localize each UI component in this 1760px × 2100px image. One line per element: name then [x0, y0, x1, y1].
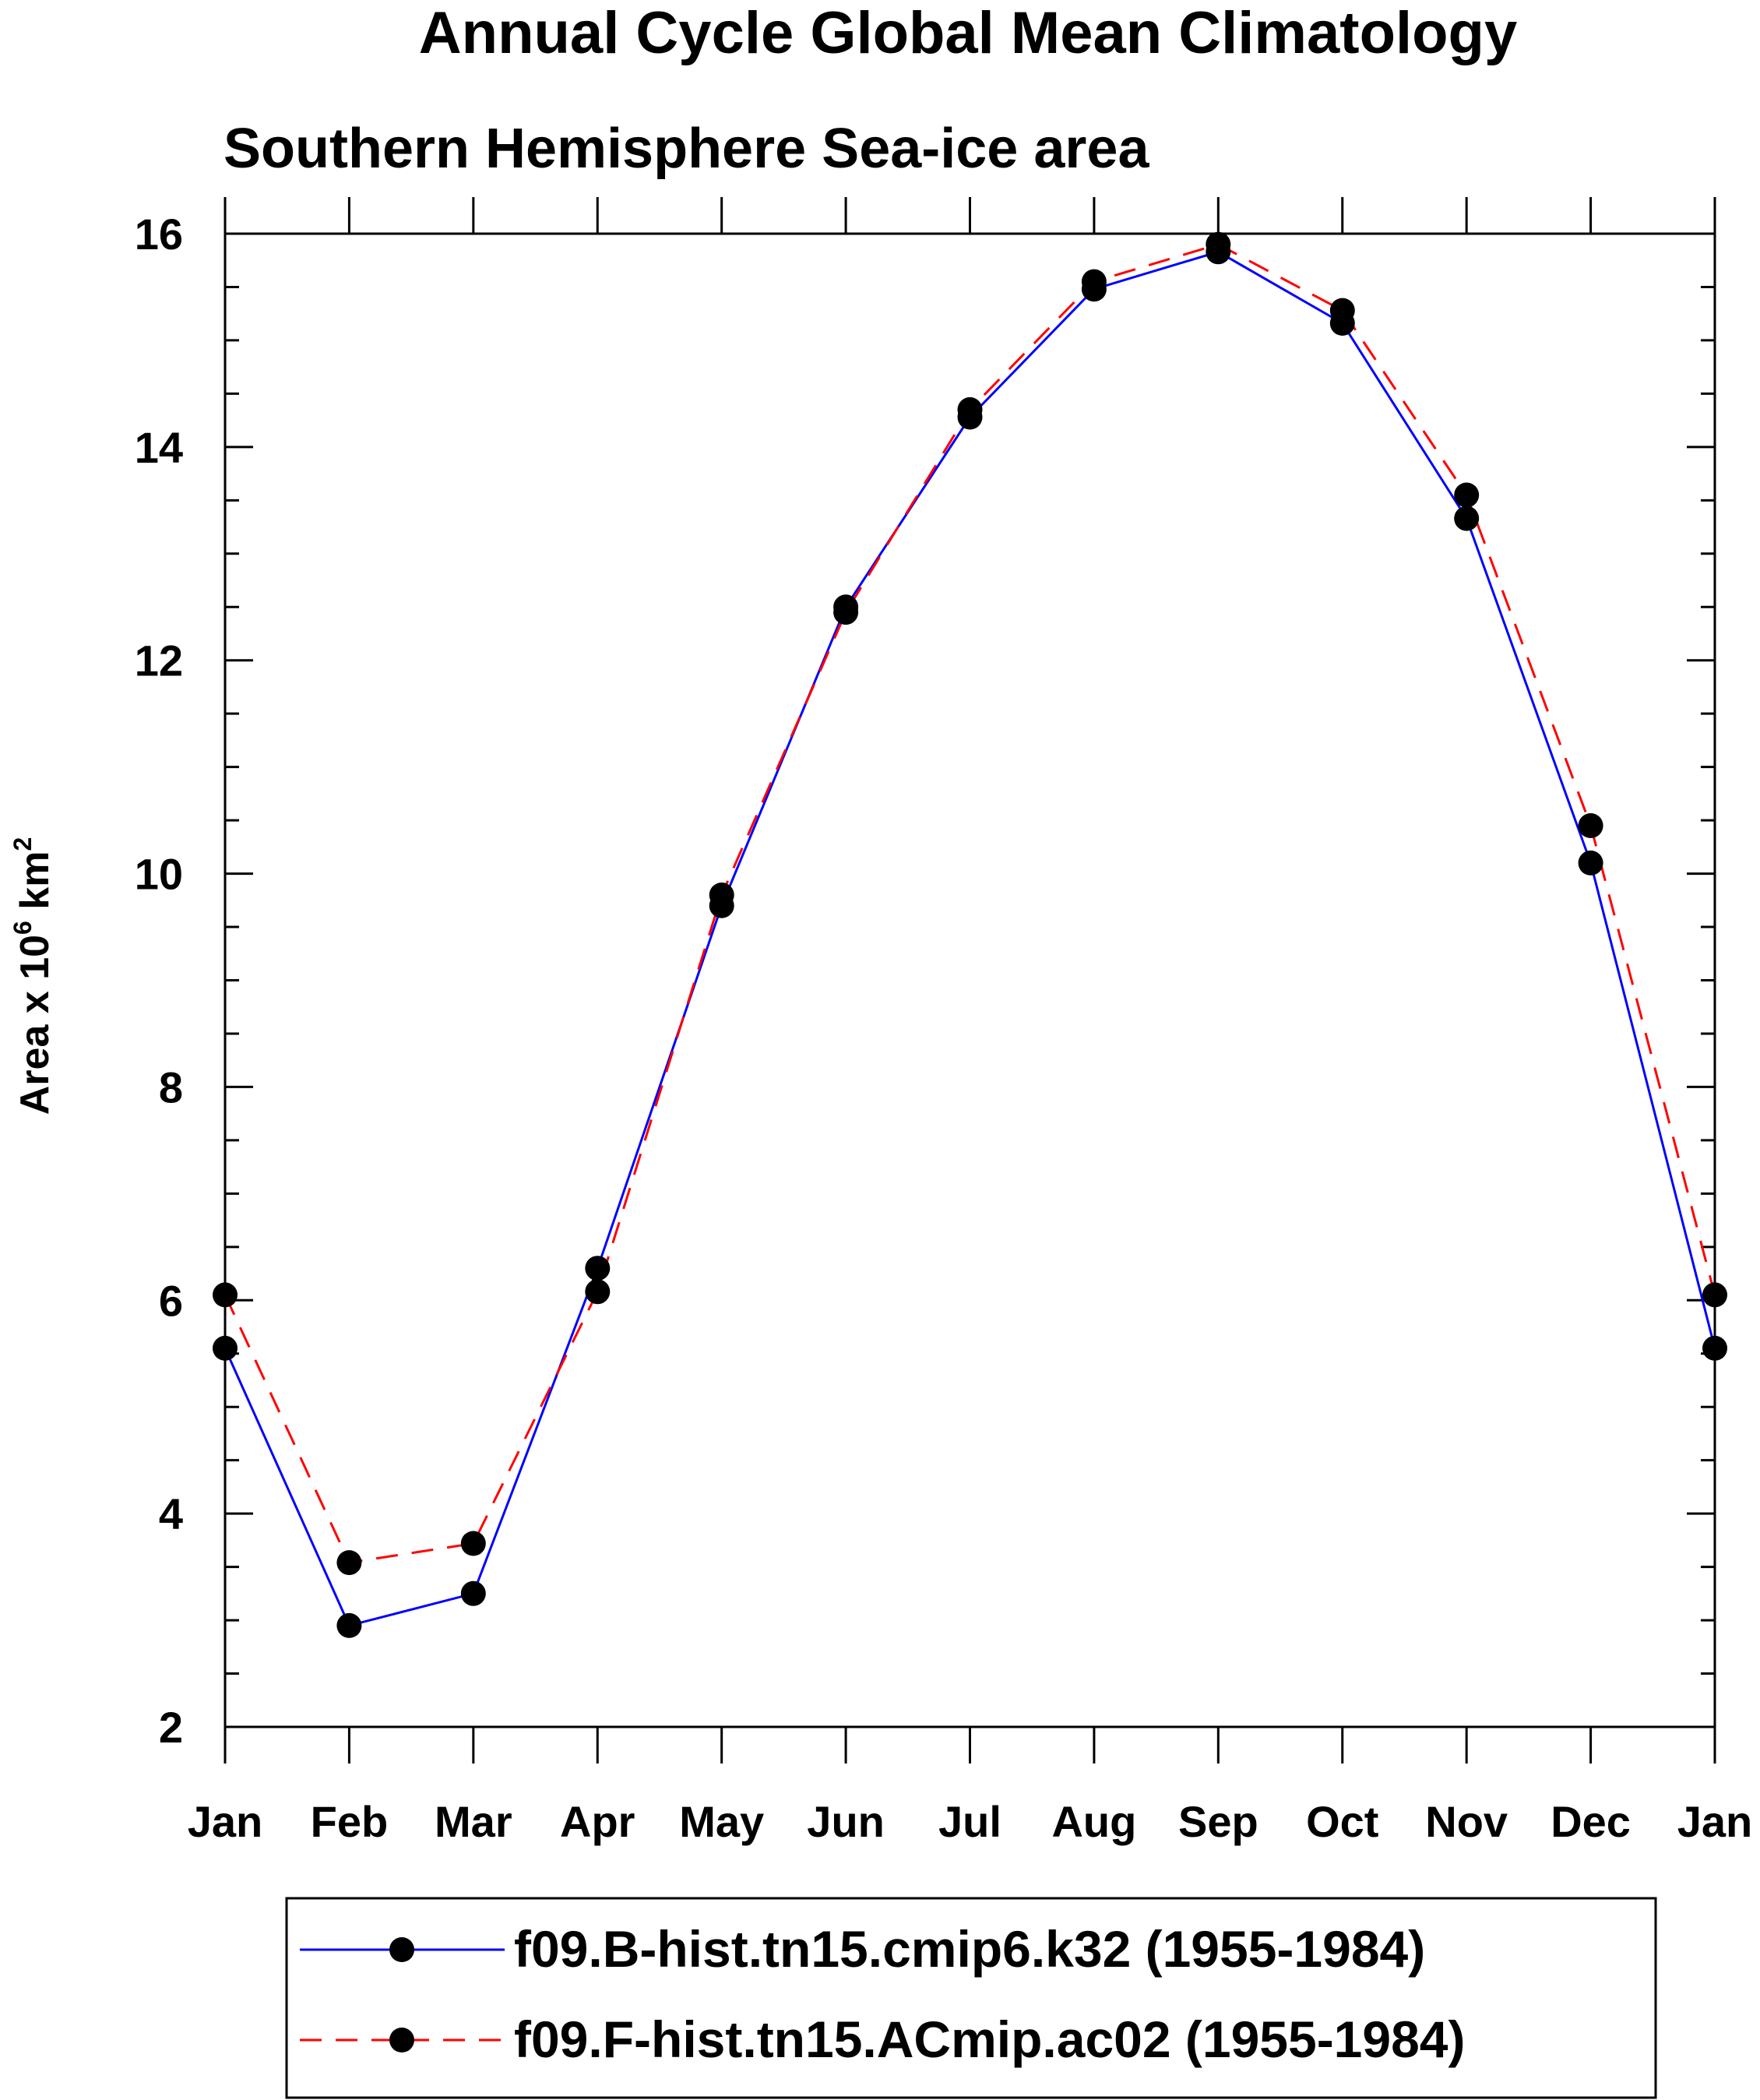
series-2-point [1081, 269, 1107, 294]
x-tick-label: Aug [1051, 1797, 1136, 1846]
legend-marker-series-2 [389, 2028, 414, 2052]
x-tick-label: Jan [1677, 1797, 1753, 1846]
plot-frame [224, 232, 1716, 1728]
x-tick-label: Dec [1551, 1797, 1631, 1846]
x-tick-label: May [679, 1797, 764, 1846]
legend-box [285, 1897, 1657, 2099]
legend-label-series-1: f09.B-hist.tn15.cmip6.k32 (1955-1984) [514, 1920, 1425, 1978]
series-1-point [585, 1256, 611, 1281]
y-tick-label: 12 [135, 636, 183, 685]
y-tick-label: 8 [159, 1062, 183, 1112]
series-2-point [1578, 813, 1603, 838]
y-tick-label: 14 [135, 423, 183, 472]
x-tick-label: Feb [311, 1797, 389, 1846]
y-axis-label-sup2: 2 [9, 837, 37, 851]
x-tick-label: Mar [435, 1797, 512, 1846]
series-1-point [460, 1580, 486, 1606]
y-tick-labels: 2 4 6 8 10 12 14 16 [135, 210, 183, 1752]
axis-ticks [224, 197, 1716, 1764]
x-tick-label: Sep [1178, 1797, 1258, 1846]
series-1-point [336, 1612, 362, 1638]
series-line-1 [224, 250, 1716, 1627]
series-2-point [957, 396, 983, 422]
y-tick-label: 4 [159, 1489, 183, 1538]
y-tick-label: 6 [159, 1276, 183, 1325]
y-tick-label: 16 [135, 210, 183, 259]
y-axis-label-sup1: 6 [9, 921, 37, 935]
series-2-point [709, 883, 734, 907]
legend-label-series-2: f09.F-hist.tn15.ACmip.ac02 (1955-1984) [514, 2010, 1465, 2068]
y-axis-label-mid: km [12, 851, 58, 921]
x-tick-labels: Jan Feb Mar Apr May Jun Jul Aug Sep Oct Nov Dec Jan [188, 1797, 1753, 1846]
y-axis-label: Area x 106 km2 [9, 837, 58, 1115]
series-2-point [585, 1279, 611, 1305]
series-2-point [1329, 298, 1355, 323]
x-tick-label: Jul [938, 1797, 1001, 1846]
series-2-point [460, 1531, 486, 1556]
chart-title: Annual Cycle Global Mean Climatology [419, 0, 1517, 66]
series-2-point [1454, 482, 1480, 508]
series-line-2 [224, 243, 1716, 1564]
legend: f09.B-hist.tn15.cmip6.k32 (1955-1984) f0… [285, 1897, 1657, 2099]
series-1-point [1454, 506, 1480, 531]
series-2-point [336, 1550, 362, 1576]
x-tick-label: Apr [560, 1797, 635, 1846]
x-tick-label: Jun [807, 1797, 885, 1846]
y-axis-label-main: Area x 10 [12, 935, 58, 1115]
series-layer [213, 231, 1727, 1638]
x-tick-label: Nov [1425, 1797, 1508, 1846]
x-tick-label: Jan [188, 1797, 263, 1846]
x-tick-label: Oct [1306, 1797, 1378, 1846]
series-2-point [1206, 231, 1231, 257]
series-1-point [1578, 850, 1603, 876]
legend-marker-series-1 [389, 1937, 414, 1962]
series-2-point [833, 600, 859, 625]
chart-subtitle: Southern Hemisphere Sea-ice area [224, 118, 1149, 180]
y-tick-label: 2 [159, 1703, 183, 1752]
y-tick-label: 10 [135, 850, 183, 899]
